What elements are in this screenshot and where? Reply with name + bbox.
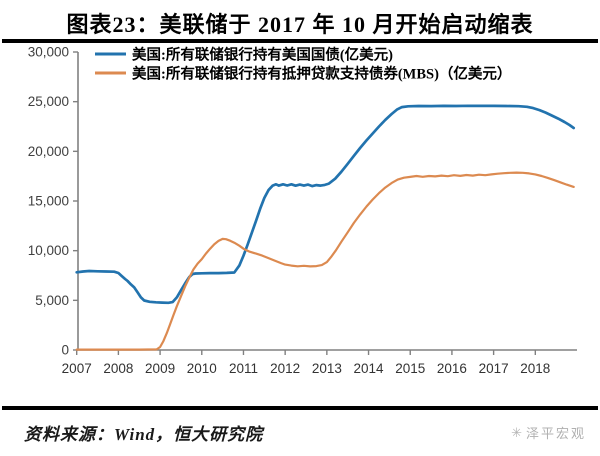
y-tick-label: 25,000 — [28, 94, 69, 109]
legend-label: 美国:所有联储银行持有美国国债(亿美元) — [132, 46, 393, 64]
x-tick-label: 2014 — [354, 361, 385, 376]
y-tick-label: 5,000 — [35, 293, 69, 308]
x-tick-label: 2012 — [270, 361, 300, 376]
x-tick-label: 2009 — [145, 361, 175, 376]
y-tick-label: 30,000 — [28, 45, 69, 60]
x-tick-label: 2018 — [520, 361, 550, 376]
treasury-line — [75, 104, 576, 305]
y-tick-label: 10,000 — [28, 243, 69, 258]
x-tick-label: 2013 — [312, 361, 342, 376]
y-tick-label: 20,000 — [28, 144, 69, 159]
bottom-divider-rule — [2, 406, 598, 410]
sun-logo-icon: ✳ — [511, 424, 522, 440]
y-tick-label: 0 — [61, 343, 69, 358]
y-tick-label: 15,000 — [28, 194, 69, 209]
x-tick-label: 2016 — [437, 361, 467, 376]
chart-title: 图表23：美联储于 2017 年 10 月开始启动缩表 — [66, 12, 534, 37]
mbs-line — [75, 171, 575, 351]
source-text: 资料来源：Wind，恒大研究院 — [24, 424, 264, 444]
legend-label: 美国:所有联储银行持有抵押贷款支持债券(MBS)（亿美元） — [132, 65, 511, 83]
x-tick-label: 2008 — [103, 361, 133, 376]
brand-logo: ✳ 泽平宏观 — [511, 423, 586, 442]
brand-name: 泽平宏观 — [525, 425, 586, 441]
top-divider-rule — [2, 39, 598, 43]
line-chart: 0 5,000 10,000 15,000 20,000 25,000 30,000 2007… — [28, 45, 577, 376]
x-tick-label: 2017 — [479, 361, 509, 376]
footer: 资料来源：Wind，恒大研究院 ✳ 泽平宏观 — [0, 410, 600, 452]
x-tick-label: 2007 — [62, 361, 92, 376]
x-tick-label: 2011 — [229, 361, 258, 376]
x-tick-label: 2010 — [187, 361, 217, 376]
x-tick-label: 2015 — [395, 361, 425, 376]
